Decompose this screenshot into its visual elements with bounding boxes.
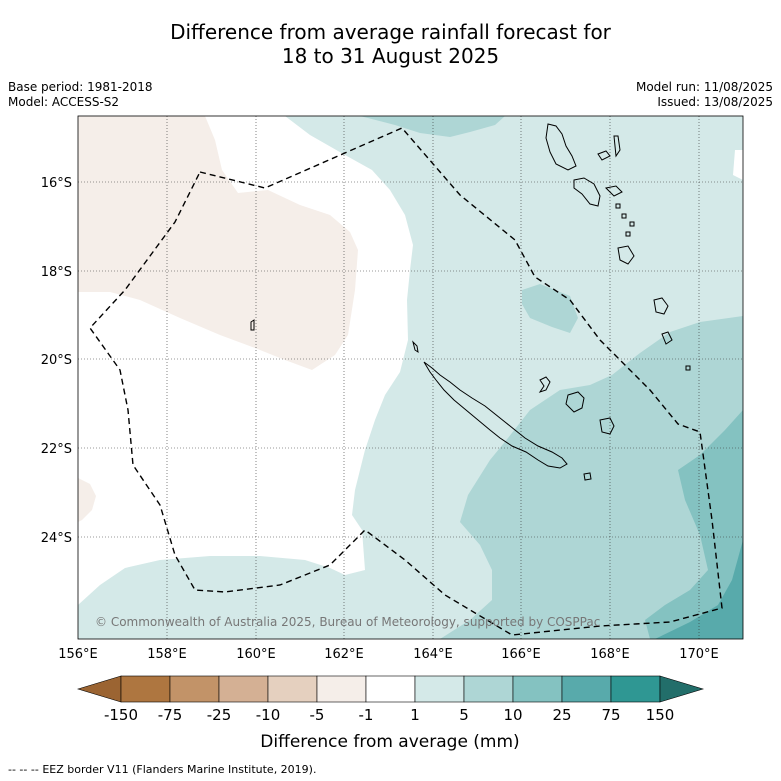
colorbar-label-12: 150 [646, 706, 675, 724]
vanuatu-pentecost [597, 150, 611, 161]
lon-label-158e: 158°E [147, 647, 187, 662]
vanuatu-aneityum [685, 365, 691, 371]
colorbar-swatch-6 [365, 675, 416, 703]
belep-islands-coast [412, 340, 419, 354]
title-line-1: Difference from average rainfall forecas… [170, 20, 611, 44]
colorbar-left-extension [76, 675, 122, 703]
anomaly-wet-mid-region [645, 410, 743, 639]
loyalty-island-lifou [565, 391, 585, 413]
loyalty-island-mare [599, 417, 615, 435]
lat-label-20s: 20°S [41, 353, 72, 368]
colorbar-right-extension [659, 675, 705, 703]
lon-label-164e: 164°E [413, 647, 453, 662]
map-area: © Commonwealth of Australia 2025, Bureau… [78, 116, 743, 639]
vanuatu-maewo [613, 135, 621, 158]
anomaly-dry-small [78, 478, 96, 522]
colorbar-labels: -150 -75 -25 -10 -5 -1 1 5 10 25 75 150 [104, 706, 674, 724]
colorbar-swatch-3 [218, 675, 269, 703]
vanuatu-efate [617, 245, 635, 265]
longitude-labels: 156°E 158°E 160°E 162°E 164°E 166°E 168°… [58, 647, 719, 662]
colorbar-label-11: 75 [601, 706, 620, 724]
eez-legend-symbol: -- -- -- [8, 763, 39, 776]
loyalty-island-ouvea [538, 376, 551, 393]
isle-of-pines [583, 472, 592, 481]
new-caledonia-coast [423, 361, 568, 469]
colorbar-label-8: 5 [459, 706, 469, 724]
lon-label-166e: 166°E [501, 647, 541, 662]
chart-title: Difference from average rainfall forecas… [0, 20, 781, 68]
colorbar-swatch-2 [169, 675, 220, 703]
colorbar-title: Difference from average (mm) [260, 732, 519, 752]
latitude-labels: 16°S 18°S 20°S 22°S 24°S [41, 176, 72, 546]
colorbar-swatch-11 [610, 675, 661, 703]
colorbar-swatch-1 [120, 675, 171, 703]
meta-right: Model run: 11/08/2025 Issued: 13/08/2025 [636, 80, 773, 110]
vanuatu-ambrym [604, 185, 623, 197]
colorbar-label-3: -25 [207, 706, 232, 724]
vanuatu-small-islands [615, 203, 635, 237]
anomaly-wet-dark-region [655, 540, 743, 639]
anomaly-wet-light-top [360, 116, 505, 137]
model-run: Model run: 11/08/2025 [635, 80, 773, 94]
colorbar-label-9: 10 [503, 706, 522, 724]
meta-left: Base period: 1981-2018 Model: ACCESS-S2 [8, 80, 153, 110]
colorbar-swatch-8 [463, 675, 514, 703]
anomaly-wet-light-region [440, 316, 743, 639]
eez-legend-text: EEZ border V11 (Flanders Marine Institut… [42, 763, 317, 776]
vanuatu-espiritu-santo [545, 123, 577, 171]
colorbar-swatch-5 [316, 675, 367, 703]
colorbar-label-7: 1 [410, 706, 420, 724]
colorbar-swatch-9 [512, 675, 563, 703]
lat-label-22s: 22°S [41, 442, 72, 457]
colorbar-swatch-10 [561, 675, 612, 703]
lon-label-162e: 162°E [324, 647, 364, 662]
colorbar-label-10: 25 [552, 706, 571, 724]
lat-label-24s: 24°S [41, 531, 72, 546]
title-line-2: 18 to 31 August 2025 [281, 44, 500, 68]
lat-label-18s: 18°S [41, 265, 72, 280]
coral-sea-islet [250, 319, 255, 331]
eez-border [89, 127, 723, 636]
colorbar-swatch-7 [414, 675, 465, 703]
vanuatu-malekula [573, 177, 601, 207]
map-frame [77, 115, 744, 640]
issued-date: Issued: 13/08/2025 [657, 95, 773, 109]
model-name: Model: ACCESS-S2 [8, 95, 120, 109]
colorbar-label-2: -75 [158, 706, 183, 724]
vanuatu-erromango [653, 297, 669, 315]
lon-label-170e: 170°E [679, 647, 719, 662]
colorbar-label-5: -5 [310, 706, 325, 724]
base-period: Base period: 1981-2018 [8, 80, 153, 94]
colorbar-swatch-4 [267, 675, 318, 703]
lon-label-160e: 160°E [236, 647, 276, 662]
anomaly-dry-region [78, 116, 358, 370]
colorbar [76, 675, 705, 703]
lat-label-16s: 16°S [41, 176, 72, 191]
lon-label-156e: 156°E [58, 647, 98, 662]
footer-legend: -- -- -- EEZ border V11 (Flanders Marine… [8, 763, 316, 776]
colorbar-label-4: -10 [256, 706, 281, 724]
colorbar-label-1: -150 [104, 706, 138, 724]
colorbar-label-6: -1 [359, 706, 374, 724]
copyright-notice: © Commonwealth of Australia 2025, Bureau… [95, 615, 600, 629]
lon-label-168e: 168°E [590, 647, 630, 662]
vanuatu-tanna [661, 331, 673, 345]
graticule [78, 116, 743, 639]
